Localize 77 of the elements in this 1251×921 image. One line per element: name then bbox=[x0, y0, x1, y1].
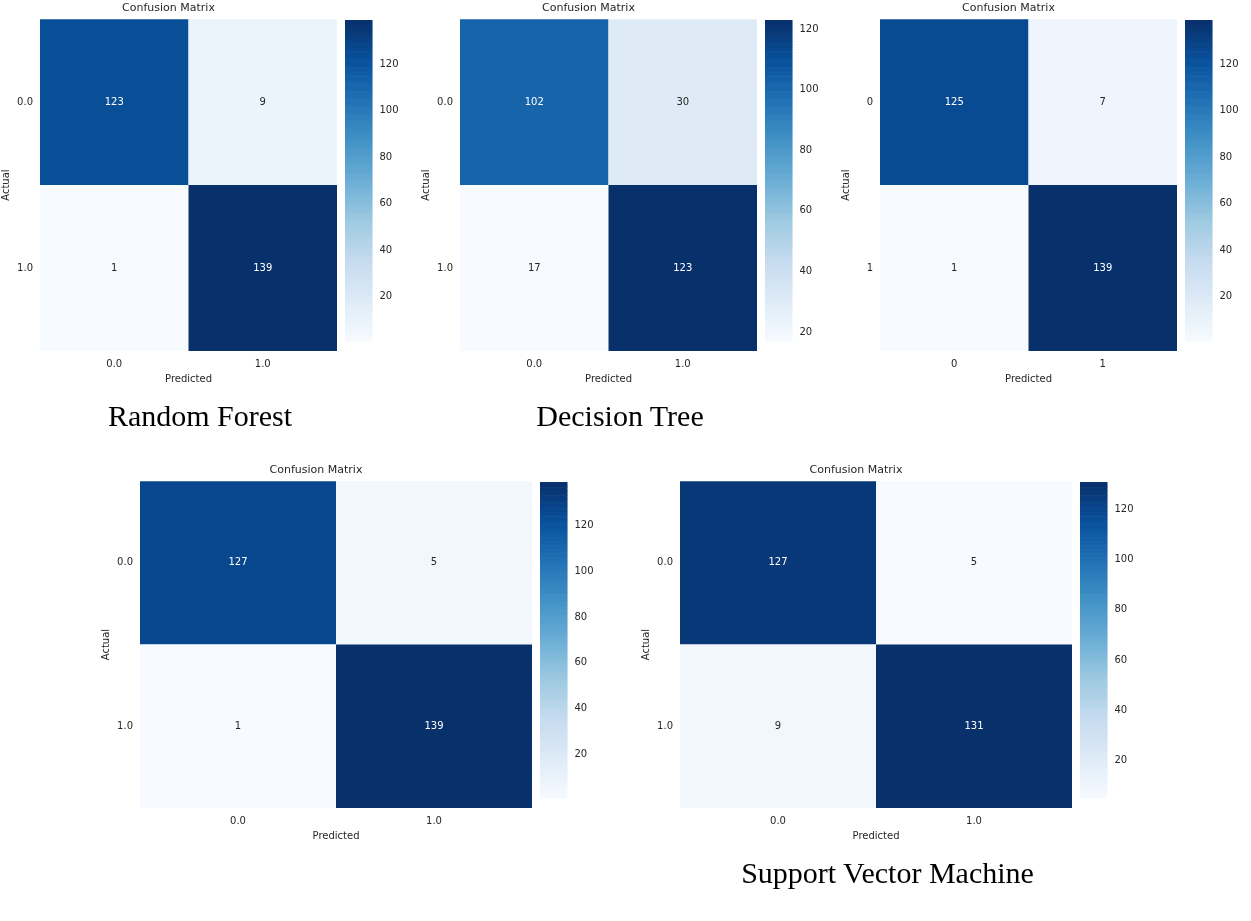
data-label: 139 bbox=[424, 719, 444, 731]
chart-title: Confusion Matrix bbox=[269, 463, 363, 477]
data-label: 139 bbox=[1093, 261, 1113, 273]
color-bar-label: 20 bbox=[1219, 290, 1233, 302]
x-tick-label: 0 bbox=[951, 357, 958, 369]
color-bar-label: 80 bbox=[574, 610, 588, 622]
color-bar-label: 120 bbox=[1219, 57, 1239, 69]
data-label: 127 bbox=[228, 556, 248, 568]
x-tick-label: 1.0 bbox=[254, 357, 271, 369]
color-bar-label: 40 bbox=[1219, 243, 1233, 255]
color-bar-label: 100 bbox=[379, 104, 399, 116]
data-label: 102 bbox=[524, 95, 544, 107]
data-label: 17 bbox=[527, 261, 541, 273]
data-label: 5 bbox=[430, 556, 438, 568]
chart-title: Confusion Matrix bbox=[962, 1, 1056, 15]
color-bar-label: 100 bbox=[1219, 104, 1239, 116]
y-axis-title: Actual bbox=[839, 169, 851, 201]
data-label: 9 bbox=[774, 719, 782, 731]
color-bar-label: 120 bbox=[379, 57, 399, 69]
x-tick-label: 1.0 bbox=[674, 357, 691, 369]
x-tick-label: 0.0 bbox=[770, 814, 786, 826]
data-label: 9 bbox=[259, 95, 266, 107]
color-bar-label: 120 bbox=[799, 22, 819, 34]
data-label: 1 bbox=[951, 261, 958, 273]
color-bar-label: 40 bbox=[574, 702, 588, 714]
color-bar-label: 60 bbox=[574, 656, 588, 668]
x-axis-title: Predicted bbox=[165, 372, 212, 384]
color-bar-label: 60 bbox=[1114, 653, 1128, 665]
data-label: 7 bbox=[1099, 95, 1106, 107]
color-bar-label: 40 bbox=[799, 264, 813, 276]
text: Decision Tree bbox=[535, 399, 705, 433]
color-bar-label: 60 bbox=[1219, 197, 1233, 209]
color-bar-label: 20 bbox=[1114, 753, 1128, 765]
color-bar-label: 40 bbox=[1114, 703, 1128, 715]
color-bar-label: 60 bbox=[379, 197, 393, 209]
x-axis-title: Predicted bbox=[852, 829, 900, 841]
x-tick-label: 1 bbox=[1099, 357, 1106, 369]
color-bar-label: 100 bbox=[574, 564, 594, 576]
chart-title: Confusion Matrix bbox=[809, 463, 903, 477]
x-axis-title: Predicted bbox=[1005, 372, 1052, 384]
color-bar-label: 120 bbox=[574, 519, 594, 531]
data-label: 5 bbox=[970, 556, 978, 568]
y-axis-title: Actual bbox=[0, 169, 11, 201]
data-label: 123 bbox=[673, 261, 693, 273]
color-bar-label: 120 bbox=[1114, 503, 1134, 515]
y-axis-title: Actual bbox=[99, 628, 111, 661]
data-label: 127 bbox=[768, 556, 788, 568]
text: Support Vector Machine bbox=[740, 856, 1035, 890]
text: Random Forest bbox=[106, 399, 294, 433]
x-tick-label: 1.0 bbox=[966, 814, 982, 826]
color-bar-label: 20 bbox=[379, 290, 393, 302]
y-axis-title: Actual bbox=[419, 169, 431, 201]
color-bar-label: 20 bbox=[799, 325, 813, 337]
color-bar-label: 80 bbox=[1219, 150, 1233, 162]
color-bar-label: 80 bbox=[1114, 603, 1128, 615]
x-tick-label: 0.0 bbox=[106, 357, 123, 369]
y-axis-title: Actual bbox=[639, 628, 651, 661]
x-tick-label: 0.0 bbox=[526, 357, 543, 369]
color-bar-label: 60 bbox=[799, 204, 813, 216]
data-label: 139 bbox=[253, 261, 273, 273]
color-bar-label: 40 bbox=[379, 243, 393, 255]
data-label: 1 bbox=[234, 719, 242, 731]
data-label: 131 bbox=[964, 719, 984, 731]
color-bar-label: 80 bbox=[799, 143, 813, 155]
data-label: 125 bbox=[944, 95, 964, 107]
x-axis-title: Predicted bbox=[585, 372, 632, 384]
x-tick-label: 0.0 bbox=[230, 814, 246, 826]
color-bar-label: 100 bbox=[799, 83, 819, 95]
x-axis-title: Predicted bbox=[312, 829, 360, 841]
color-bar-label: 100 bbox=[1114, 553, 1134, 565]
data-label: 30 bbox=[676, 95, 690, 107]
x-tick-label: 1.0 bbox=[426, 814, 442, 826]
color-bar-label: 80 bbox=[379, 150, 393, 162]
data-label: 123 bbox=[104, 95, 124, 107]
chart-title: Confusion Matrix bbox=[122, 1, 216, 15]
color-bar-label: 20 bbox=[574, 748, 588, 760]
chart-title: Confusion Matrix bbox=[542, 1, 636, 15]
